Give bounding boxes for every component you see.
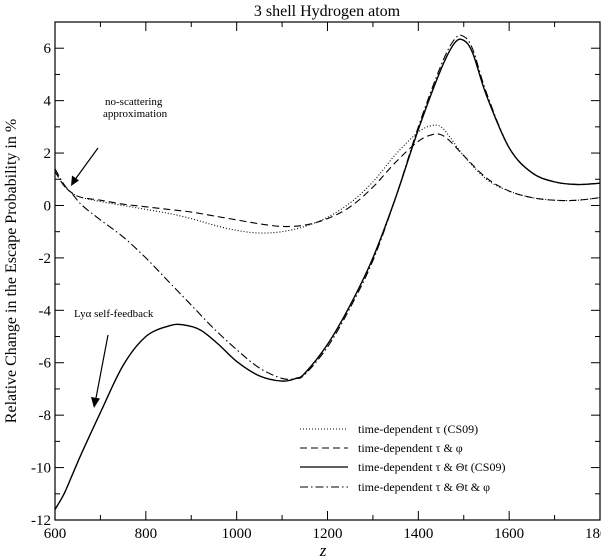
legend-label-1: time-dependent τ & φ (358, 441, 463, 455)
annotation-lya-feedback-arrowhead (91, 397, 100, 408)
y-tick-label: 4 (44, 94, 52, 110)
x-tick-label: 1400 (403, 526, 433, 542)
x-tick-label: 1000 (222, 526, 252, 542)
series-line-0 (54, 124, 601, 234)
legend-label-2: time-dependent τ & Θt (CS09) (358, 460, 505, 474)
y-axis-label: Relative Change in the Escape Probabilit… (3, 119, 20, 423)
x-tick-label: 1200 (313, 526, 343, 542)
series-lines (54, 34, 601, 510)
y-tick-label: 2 (44, 146, 52, 162)
annotation-no-scattering: no-scattering approximation (71, 96, 168, 186)
series-line-2 (54, 38, 601, 510)
annotation-lya-feedback-text: Lyα self-feedback (74, 308, 154, 320)
y-tick-label: -10 (31, 461, 51, 477)
annotation-no-scattering-line2: approximation (103, 108, 168, 120)
y-tick-label: 6 (44, 41, 52, 57)
annotation-no-scattering-line1: no-scattering (105, 96, 163, 108)
chart-title: 3 shell Hydrogen atom (254, 3, 401, 20)
y-tick-label: -12 (31, 513, 51, 529)
annotation-no-scattering-arrowhead (71, 175, 79, 186)
annotation-lya-feedback-arrow (95, 334, 109, 399)
x-tick-label: 1600 (494, 526, 524, 542)
x-axis-label: z (319, 541, 327, 560)
axis-ticks (54, 22, 601, 521)
y-tick-label: -4 (39, 303, 52, 319)
y-tick-label: 0 (44, 198, 52, 214)
y-tick-label: -2 (39, 251, 52, 267)
y-tick-label: -6 (39, 356, 52, 372)
x-tick-label: 800 (135, 526, 158, 542)
annotation-lya-feedback: Lyα self-feedback (74, 308, 154, 408)
x-tick-label: 600 (44, 526, 67, 542)
y-tick-label: -8 (39, 408, 52, 424)
series-line-3 (54, 34, 601, 380)
legend: time-dependent τ (CS09) time-dependent τ… (300, 422, 505, 494)
legend-label-3: time-dependent τ & Θt & φ (358, 480, 490, 494)
y-tick-labels: -12 -10 -8 -6 -4 -2 0 2 4 6 (31, 41, 52, 529)
x-tick-label: 1800 (585, 526, 601, 542)
legend-label-0: time-dependent τ (CS09) (358, 422, 478, 436)
x-tick-labels: 600 800 1000 1200 1400 1600 1800 (44, 526, 601, 542)
series-line-1 (54, 133, 601, 228)
annotation-no-scattering-arrow (73, 147, 99, 182)
